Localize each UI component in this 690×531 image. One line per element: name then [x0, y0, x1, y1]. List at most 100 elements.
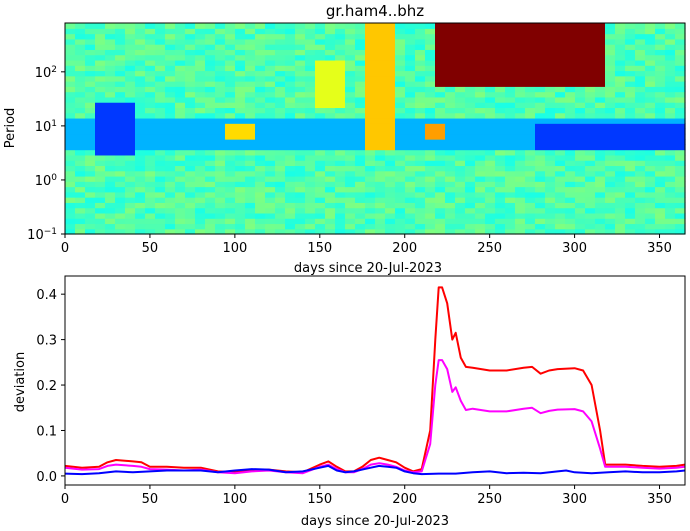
heatmap-cell	[545, 154, 556, 161]
heatmap-cell	[265, 91, 276, 98]
heatmap-cell	[595, 81, 606, 87]
heatmap-cell	[315, 23, 326, 29]
heatmap-cell	[575, 154, 586, 161]
heatmap-cell	[545, 128, 556, 135]
heatmap-cell	[175, 218, 186, 225]
heatmap-cell	[565, 102, 576, 108]
heatmap-cell	[255, 33, 266, 40]
heatmap-cell	[165, 107, 176, 114]
heatmap-cell	[535, 207, 546, 214]
heatmap-cell	[365, 44, 376, 50]
heatmap-cell	[515, 207, 526, 214]
heatmap-cell	[185, 228, 196, 235]
heatmap-cell	[635, 170, 646, 177]
heatmap-cell	[135, 207, 146, 214]
heatmap-cell	[505, 197, 516, 203]
heatmap-cell	[575, 117, 586, 124]
heatmap-cell	[145, 133, 156, 140]
heatmap-cell	[515, 160, 526, 167]
heatmap-cell	[245, 175, 256, 182]
heatmap-cell	[195, 112, 206, 119]
heatmap-cell	[585, 75, 596, 82]
heatmap-cell	[195, 186, 206, 193]
heatmap-cell	[465, 96, 476, 103]
heatmap-cell	[285, 117, 296, 124]
bottom-x-axis-label: days since 20-Jul-2023	[301, 514, 449, 529]
heatmap-cell	[565, 123, 576, 130]
heatmap-cell	[485, 65, 496, 72]
heatmap-cell	[405, 144, 416, 151]
heatmap-cell	[215, 139, 226, 145]
heatmap-cell	[125, 107, 136, 114]
heatmap-cell	[135, 197, 146, 203]
heatmap-cell	[375, 218, 386, 225]
heatmap-cell	[375, 149, 386, 156]
heatmap-cell	[375, 44, 386, 50]
heatmap-cell	[545, 86, 556, 93]
heatmap-cell	[475, 112, 486, 119]
heatmap-cell	[525, 81, 536, 87]
heatmap-cell	[135, 218, 146, 225]
heatmap-cell	[575, 191, 586, 198]
heatmap-cell	[535, 149, 546, 156]
heatmap-cell	[525, 207, 536, 214]
heatmap-cell	[385, 165, 396, 172]
heatmap-cell	[675, 91, 686, 98]
heatmap-cell	[155, 86, 166, 93]
heatmap-cell	[135, 44, 146, 50]
bottom-plot-frame	[64, 275, 686, 486]
heatmap-cell	[345, 218, 356, 225]
heatmap-cell	[385, 65, 396, 72]
heatmap-cell	[295, 128, 306, 135]
heatmap-cell	[65, 133, 76, 140]
heatmap-cell	[425, 59, 436, 66]
heatmap-cell	[615, 91, 626, 98]
heatmap-cell	[535, 212, 546, 219]
heatmap-cell	[615, 218, 626, 225]
heatmap-cell	[585, 223, 596, 230]
heatmap-cell	[625, 223, 636, 230]
heatmap-cell	[555, 144, 566, 151]
heatmap-cell	[385, 170, 396, 177]
heatmap-cell	[115, 160, 126, 167]
heatmap-cell	[105, 54, 116, 61]
heatmap-cell	[475, 65, 486, 72]
heatmap-cell	[285, 44, 296, 50]
heatmap-cell	[155, 228, 166, 235]
heatmap-cell	[545, 165, 556, 172]
heatmap-cell	[645, 44, 656, 50]
heatmap-cell	[165, 175, 176, 182]
heatmap-cell	[325, 65, 336, 72]
heatmap-cell	[145, 65, 156, 72]
heatmap-cell	[155, 218, 166, 225]
heatmap-cell	[285, 160, 296, 167]
heatmap-cell	[445, 91, 456, 98]
heatmap-cell	[415, 44, 426, 50]
heatmap-cell	[215, 59, 226, 66]
heatmap-cell	[95, 160, 106, 167]
heatmap-cell	[275, 117, 286, 124]
heatmap-cell	[305, 191, 316, 198]
heatmap-cell	[295, 117, 306, 124]
heatmap-cell	[195, 202, 206, 209]
heatmap-cell	[65, 75, 76, 82]
heatmap-cell	[445, 207, 456, 214]
heatmap-cell	[335, 165, 346, 172]
heatmap-cell	[65, 170, 76, 177]
heatmap-cell	[275, 65, 286, 72]
heatmap-cell	[535, 81, 546, 87]
heatmap-cell	[165, 49, 176, 56]
heatmap-cell	[555, 23, 566, 29]
heatmap-cell	[65, 212, 76, 219]
heatmap-cell	[275, 165, 286, 172]
heatmap-cell	[535, 228, 546, 235]
heatmap-cell	[295, 181, 306, 188]
heatmap-cell	[335, 202, 346, 209]
heatmap-cell	[65, 102, 76, 108]
heatmap-cell	[265, 117, 276, 124]
heatmap-cell	[105, 218, 116, 225]
heatmap-cell	[675, 186, 686, 193]
heatmap-cell	[495, 102, 506, 108]
heatmap-cell	[415, 33, 426, 40]
heatmap-cell	[295, 175, 306, 182]
